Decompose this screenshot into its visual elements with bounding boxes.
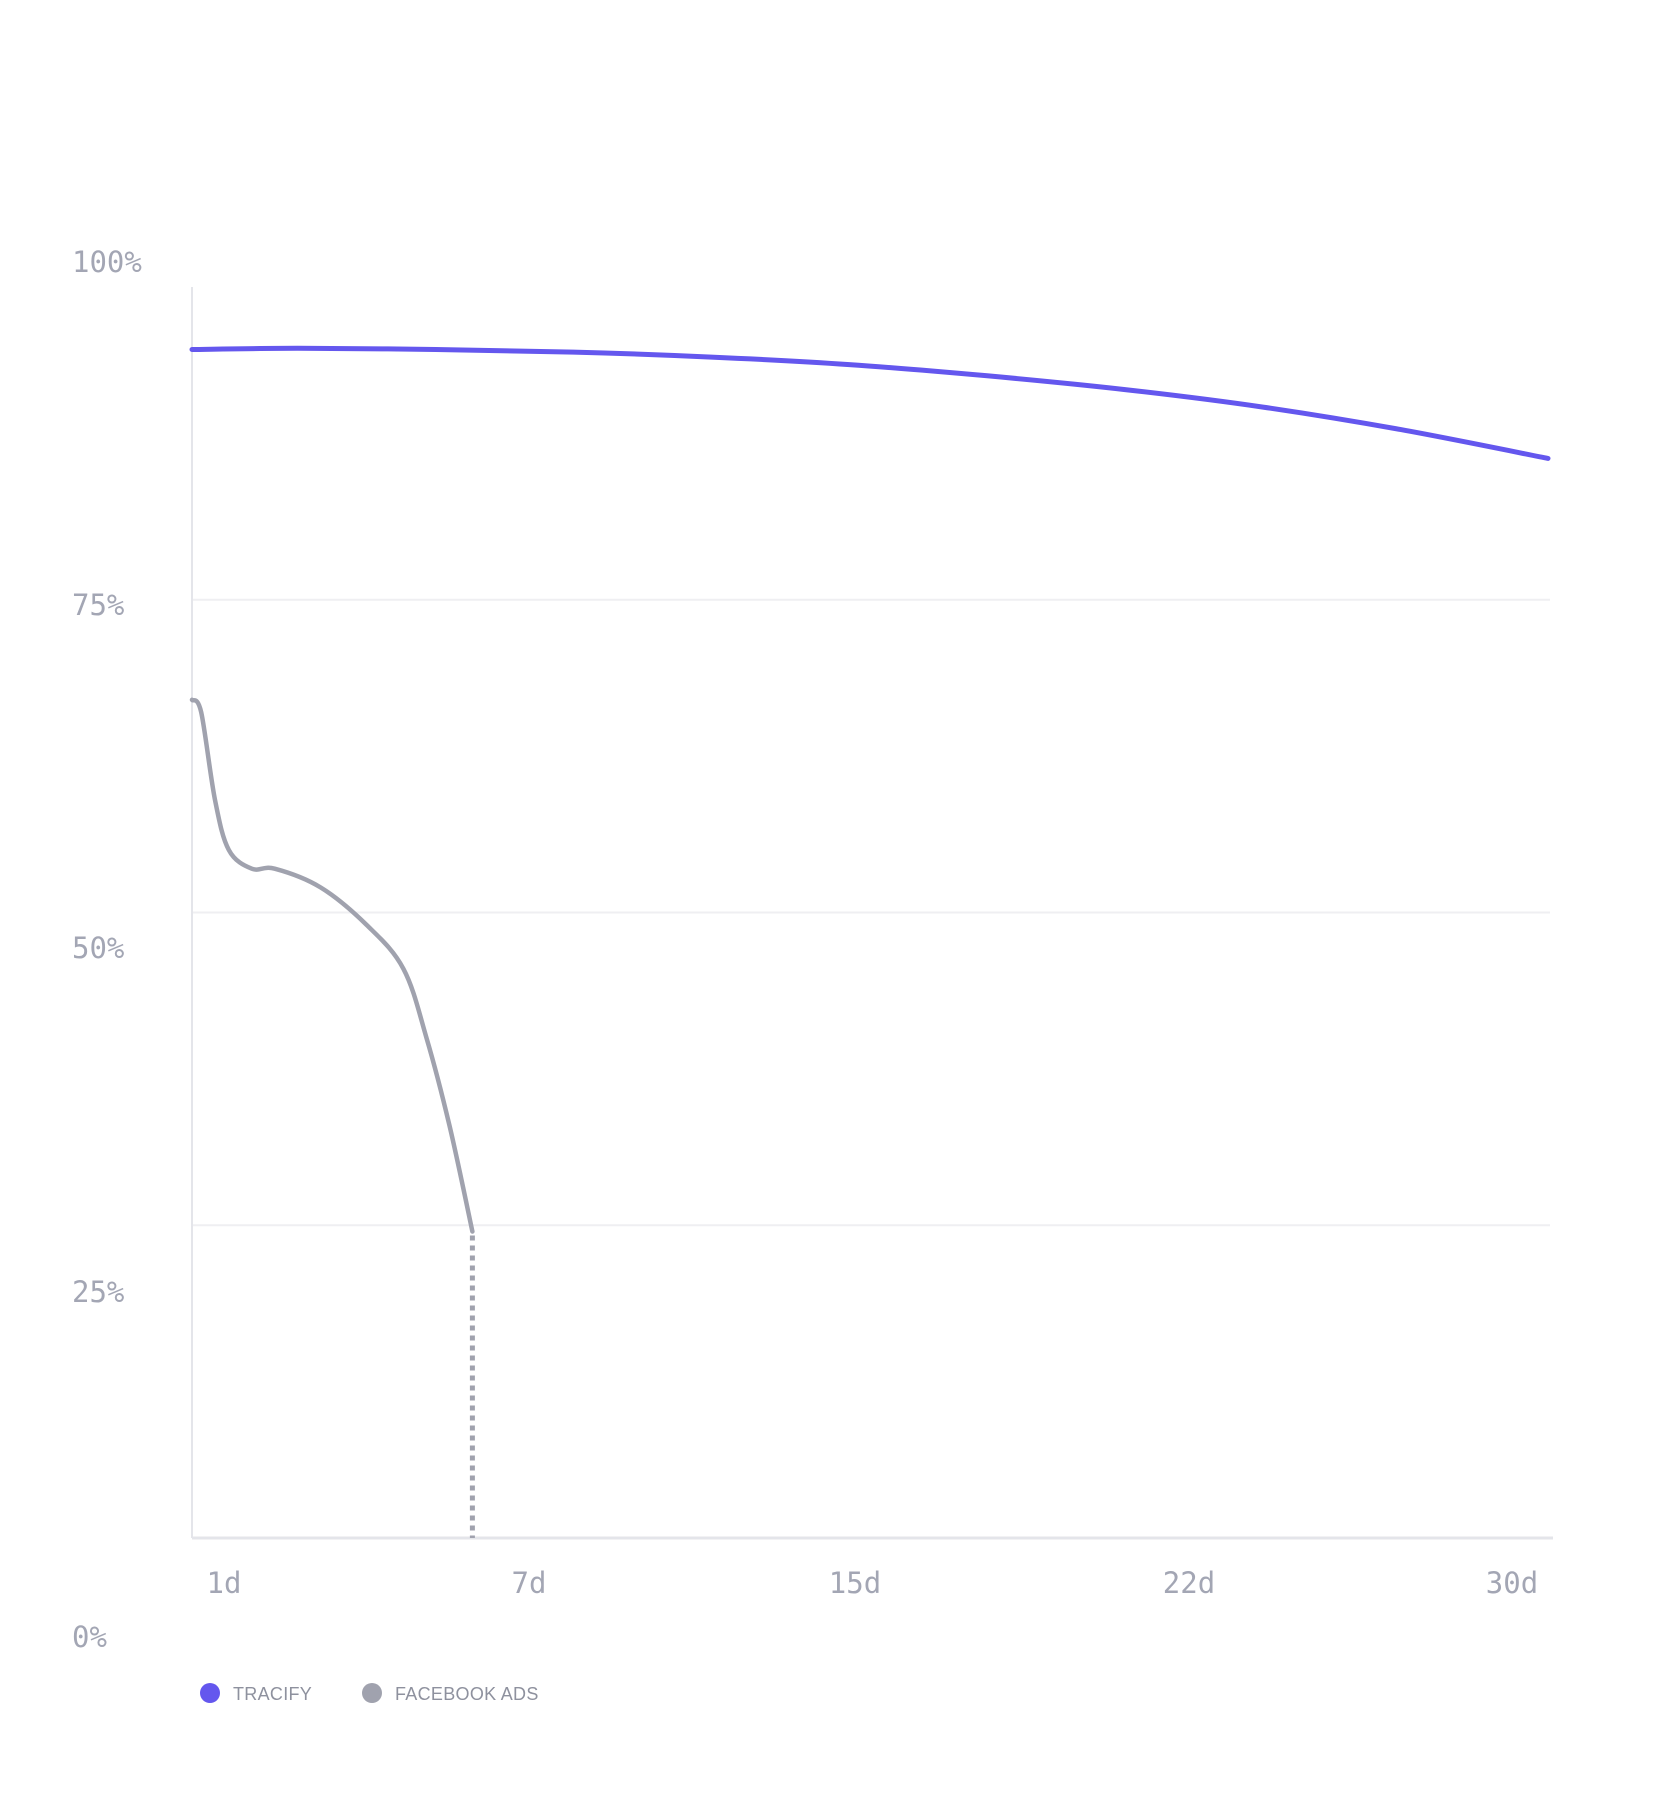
- grid-lines: [192, 598, 1550, 1227]
- legend: TRACIFY FACEBOOK ADS: [200, 1683, 539, 1704]
- series-line-tracify: [189, 345, 1551, 461]
- series-line-facebook-ads: [189, 697, 475, 1234]
- legend-label-tracify: TRACIFY: [233, 1684, 312, 1704]
- x-tick-labels: 1d 7d 15d 22d 30d: [207, 1566, 1539, 1600]
- legend-swatch-facebook-ads: [362, 1683, 382, 1703]
- x-tick-label: 1d: [207, 1566, 242, 1600]
- series-layer: [189, 345, 1551, 1538]
- x-tick-label: 22d: [1163, 1566, 1215, 1600]
- axes: [191, 287, 1553, 1540]
- y-tick-labels: 100% 75% 50% 25% 0%: [72, 245, 142, 1654]
- y-tick-label: 100%: [72, 245, 142, 279]
- x-tick-label: 30d: [1486, 1566, 1538, 1600]
- x-tick-label: 7d: [512, 1566, 547, 1600]
- y-tick-label: 25%: [72, 1275, 124, 1309]
- legend-swatch-tracify: [200, 1683, 220, 1703]
- x-tick-label: 15d: [829, 1566, 881, 1600]
- legend-label-facebook-ads: FACEBOOK ADS: [395, 1684, 539, 1704]
- y-tick-label: 75%: [72, 588, 124, 622]
- y-tick-label: 0%: [72, 1620, 107, 1654]
- y-tick-label: 50%: [72, 931, 124, 965]
